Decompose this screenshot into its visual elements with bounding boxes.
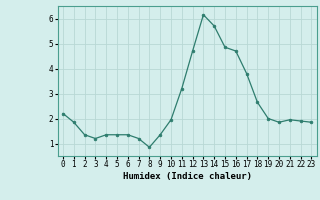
X-axis label: Humidex (Indice chaleur): Humidex (Indice chaleur)	[123, 172, 252, 181]
